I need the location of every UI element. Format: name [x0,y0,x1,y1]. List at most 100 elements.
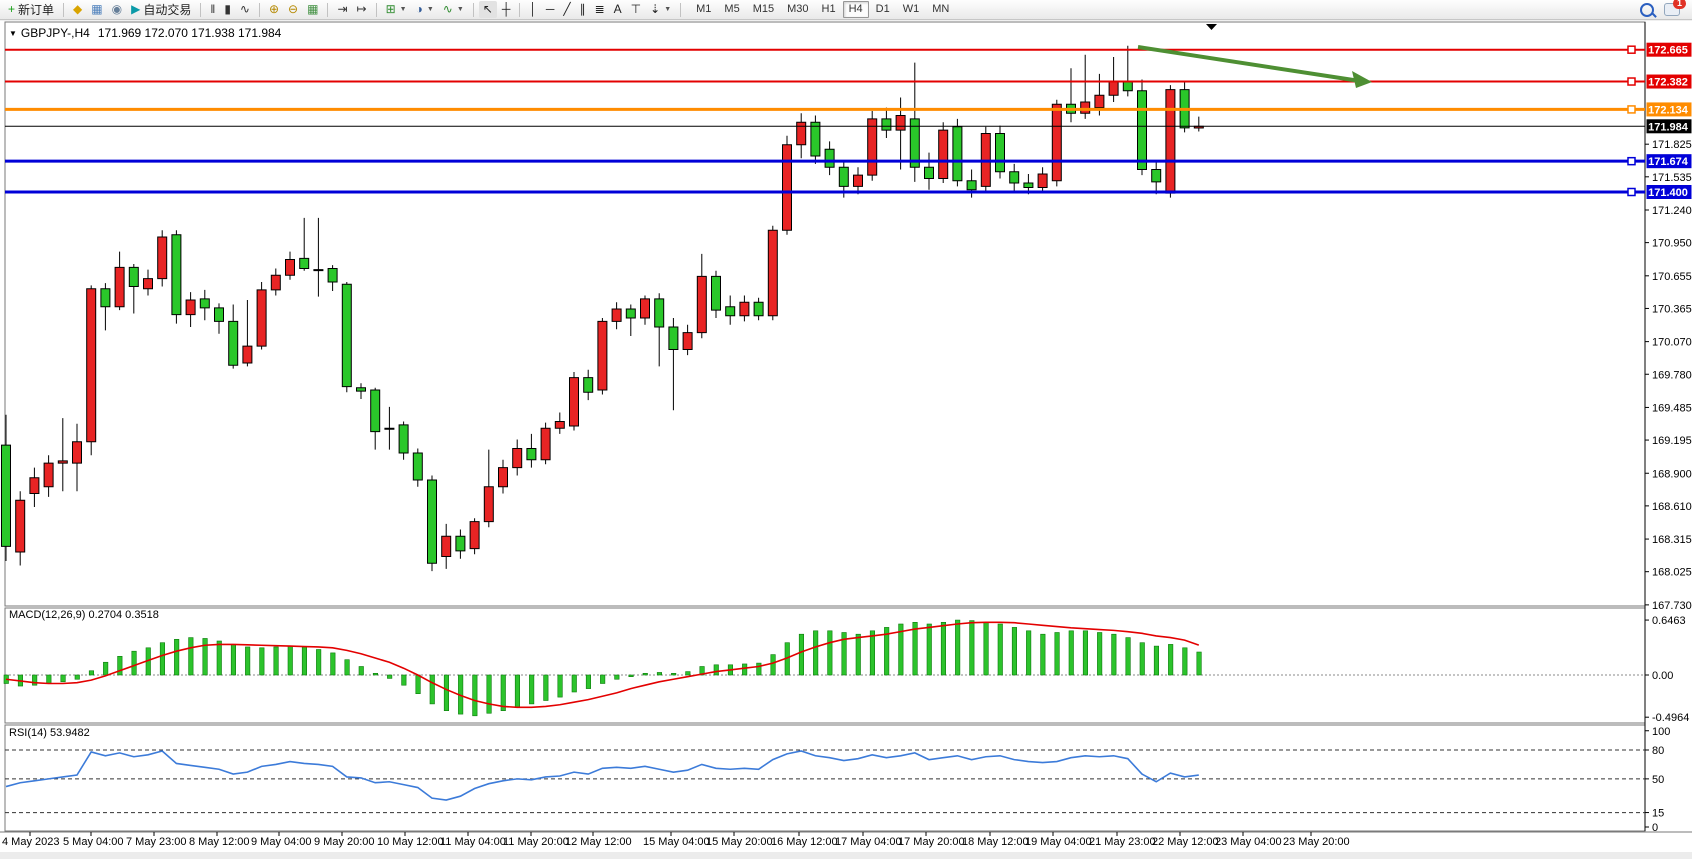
new-order-button[interactable]: + 新订单 [4,1,58,18]
trend-arrow-head[interactable] [1352,71,1372,88]
chart-bars-mode-icon: ‖ [210,2,216,16]
macd-histogram-bar [699,666,705,676]
macd-histogram-bar [46,674,52,684]
draw-text-button[interactable]: A [610,1,626,18]
candle-body [128,266,139,287]
macd-histogram-bar [372,672,379,676]
zoom-in-button[interactable]: ⊕ [265,1,283,18]
toolbar-separator [327,2,329,17]
draw-arrows-icon: ⇣ [650,2,661,16]
timeframe-d1[interactable]: D1 [875,3,890,15]
chart-bars-mode-button[interactable]: ‖ [206,1,219,18]
draw-trendline-icon: ╱ [563,2,571,16]
candle-body [86,288,97,443]
rsi-line [5,750,1199,801]
crosshair-tool-icon: ┼ [501,2,511,16]
candle-body [199,298,210,309]
new-chart-button[interactable]: ⊞ ▼ [382,1,411,18]
search-icon[interactable] [1640,2,1657,18]
candle-body [597,320,608,391]
chevron-down-icon: ▼ [664,6,672,13]
trend-arrow-line[interactable] [1137,45,1361,83]
zoom-out-button[interactable]: ⊖ [284,1,302,18]
cursor-tool-icon: ↖ [482,2,493,16]
time-axis-label: 12 May 12:00 [565,836,632,848]
line-drag-handle[interactable] [1627,187,1636,197]
candle-body [583,377,594,393]
chart-candles-mode-button[interactable]: ▮ [220,1,235,18]
main-pane [4,21,1646,607]
macd-pane [4,607,1646,724]
chart-shift-marker[interactable] [1206,24,1217,30]
line-drag-handle[interactable] [1627,156,1636,166]
chart-line-mode-button[interactable]: ∿ [236,1,254,18]
candle-body [114,266,125,308]
crosshair-tool-button[interactable]: ┼ [498,1,515,18]
macd-histogram-bar [330,652,336,676]
macd-histogram-bar [1168,644,1174,676]
chart-canvas[interactable]: 172.665 172.382 172.134 171.984 171.674 171.4… [0,21,1692,858]
draw-fibonacci-button[interactable]: ≣ [591,1,609,18]
cursor-tool-button[interactable]: ↖ [478,1,497,18]
timeframe-m30[interactable]: M30 [787,3,809,15]
macd-histogram-bar [1026,630,1032,676]
chevron-down-icon[interactable]: ▼ [9,29,17,38]
axis-tick-label: 170.365 [1652,303,1692,315]
time-axis-label: 21 May 23:00 [1089,836,1156,848]
chart-shift-button[interactable]: ↦ [353,1,371,18]
draw-hline-button[interactable]: ─ [542,1,559,18]
candle-body [767,229,778,317]
profiles-button[interactable]: ◆ [69,1,86,18]
candle-body [1151,169,1162,183]
draw-arrows-button[interactable]: ⇣ ▼ [646,1,675,18]
time-axis-label: 18 May 12:00 [962,836,1029,848]
timeframe-m5[interactable]: M5 [724,3,740,15]
candle-body [299,257,310,269]
timeframe-w1[interactable]: W1 [902,3,920,15]
macd-histogram-bar [401,674,407,686]
market-watch-icon: ▦ [91,2,103,16]
timeframe-h4[interactable]: H4 [842,1,869,18]
line-drag-handle[interactable] [1627,45,1636,54]
line-drag-handle[interactable] [1627,105,1636,114]
macd-histogram-bar [486,674,492,714]
macd-histogram-bar [571,674,577,693]
macd-histogram-bar [1111,633,1117,676]
navigator-icon: ◉ [111,2,123,16]
price-tag-label: 171.984 [1648,121,1689,133]
draw-channel-button[interactable]: ∥ [576,1,590,18]
auto-scroll-button[interactable]: ⇥ [333,1,351,18]
macd-histogram-bar [514,674,521,708]
indicators-button[interactable]: ∿ ▼ [439,1,468,18]
timeframe-h1[interactable]: H1 [821,3,836,15]
chevron-down-icon: ▼ [456,6,464,13]
candle-body [1137,90,1147,170]
auto-trading-button[interactable]: ▶ 自动交易 [127,1,195,18]
draw-vline-button[interactable]: │ [525,1,541,18]
chevron-down-icon: ▼ [399,6,407,13]
notifications-icon[interactable]: 1 [1664,0,1686,16]
candle-body [1094,94,1105,109]
candle-body [15,499,26,553]
timeframe-m1[interactable]: M1 [696,3,712,15]
macd-histogram-bar [1125,637,1131,676]
macd-histogram-bar [500,674,506,712]
navigator-button[interactable]: ◉ [108,1,126,18]
candle-body [356,387,366,392]
timeframe-m15[interactable]: M15 [752,3,775,15]
tile-windows-button[interactable]: ▦ [303,1,322,18]
candle-body [412,452,423,481]
toolbar: + 新订单 ◆ ▦ ◉ ▶ 自动交易 ‖ ▮ ∿ ⊕ ⊖ ▦ ⇥ ↦ ⊞ ▼ ◑ ▼ ∿ ▼ ↖ ┼ │ ─ ╱ ∥ ≣ A ⊤ ⇣ ▼ M1… [0,0,1692,20]
market-watch-button[interactable]: ▦ [87,1,106,18]
candle-body [427,479,437,564]
draw-label-button[interactable]: ⊤ [627,1,645,18]
rsi-scale-label: 15 [1652,808,1664,820]
periods-button[interactable]: ◑ ▼ [412,1,438,18]
draw-fibonacci-icon: ≣ [594,2,605,16]
draw-trendline-button[interactable]: ╱ [559,1,574,18]
timeframe-mn[interactable]: MN [932,3,950,15]
candle-body [696,275,707,334]
macd-histogram-bar [387,674,393,679]
time-axis-label: 17 May 20:00 [898,836,965,848]
line-drag-handle[interactable] [1627,77,1636,86]
